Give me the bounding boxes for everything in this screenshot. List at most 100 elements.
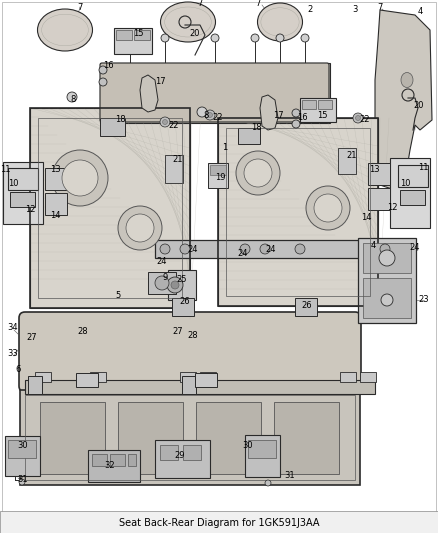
Bar [183,445,201,460]
Bar [172,298,194,316]
Bar [360,372,376,382]
Ellipse shape [258,3,303,41]
Bar [338,148,356,174]
Bar [128,454,136,466]
Circle shape [211,34,219,42]
Bar [134,30,150,40]
Bar [100,63,330,123]
Bar [168,270,196,300]
Polygon shape [140,75,158,112]
Circle shape [99,78,107,86]
Bar [160,445,178,460]
Bar [8,440,36,458]
Text: 28: 28 [78,327,88,336]
Text: 24: 24 [238,248,248,257]
Text: 18: 18 [115,116,125,125]
Text: 33: 33 [7,350,18,359]
Bar [155,240,395,258]
Circle shape [292,109,300,117]
Circle shape [167,277,183,293]
Bar [0,511,438,533]
Circle shape [99,66,107,74]
Bar [210,165,226,175]
Circle shape [244,159,272,187]
Circle shape [180,244,190,254]
Bar [10,192,35,207]
Circle shape [353,113,363,123]
Text: 24: 24 [410,244,420,253]
Text: 16: 16 [102,61,113,70]
Bar [88,450,140,482]
Bar [363,243,411,273]
Circle shape [171,281,179,289]
Text: 29: 29 [175,450,185,459]
Circle shape [236,151,280,195]
Text: 31: 31 [285,471,295,480]
Text: 26: 26 [180,297,191,306]
Bar [238,128,260,144]
Bar [363,278,411,318]
Text: 7: 7 [377,3,383,12]
Text: 21: 21 [347,150,357,159]
Polygon shape [260,95,278,130]
FancyBboxPatch shape [100,63,329,122]
Circle shape [62,160,98,196]
Bar [274,402,339,474]
Bar [90,372,106,382]
Bar [20,390,360,485]
Text: 20: 20 [414,101,424,109]
Bar [100,118,125,136]
Text: 7: 7 [197,0,203,7]
Bar [300,98,336,122]
Text: 17: 17 [273,110,283,119]
Bar [148,272,176,294]
Bar [118,402,183,474]
Text: 5: 5 [115,290,120,300]
Bar [182,376,196,394]
Circle shape [356,116,360,120]
Text: Seat Back-Rear Diagram for 1GK591J3AA: Seat Back-Rear Diagram for 1GK591J3AA [119,518,319,528]
Circle shape [208,112,212,117]
Text: 25: 25 [177,276,187,285]
Circle shape [381,294,393,306]
Bar [114,28,152,54]
Bar [400,190,425,205]
Text: 28: 28 [188,330,198,340]
Bar [5,436,40,476]
Text: 30: 30 [243,440,253,449]
Text: 8: 8 [203,110,208,119]
Ellipse shape [401,72,413,87]
Text: 1: 1 [223,143,228,152]
Circle shape [380,244,390,254]
FancyBboxPatch shape [19,312,361,392]
Polygon shape [375,10,432,190]
Circle shape [240,244,250,254]
Bar [200,372,216,382]
Text: 8: 8 [71,94,76,103]
Bar [3,162,43,224]
Circle shape [19,479,25,485]
Bar [318,100,332,109]
Bar [196,402,261,474]
Text: 4: 4 [417,7,423,17]
Bar [208,163,228,188]
Circle shape [295,244,305,254]
Circle shape [251,34,259,42]
Circle shape [292,120,300,128]
Bar [398,165,428,187]
Bar [165,155,183,183]
Bar [110,454,125,466]
Circle shape [314,194,342,222]
Text: 32: 32 [105,461,115,470]
Bar [28,376,42,394]
Bar [25,380,375,394]
Text: 9: 9 [162,273,168,282]
Bar [302,100,316,109]
Bar [358,238,416,323]
Circle shape [162,119,167,125]
Text: 15: 15 [317,110,327,119]
Circle shape [260,244,270,254]
Text: 13: 13 [49,166,60,174]
Bar [226,128,370,296]
Text: 3: 3 [352,5,358,14]
